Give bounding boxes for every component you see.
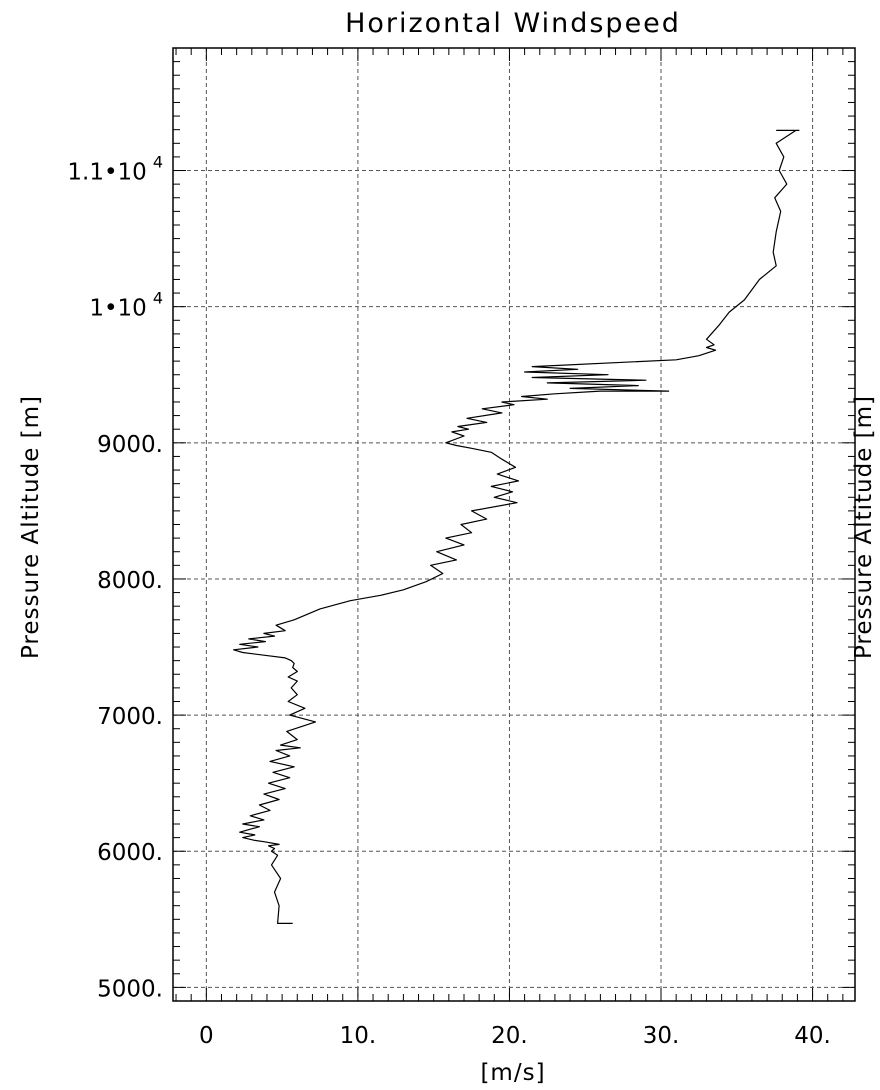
y-tick-label-base: 9000. [97,432,163,458]
y-tick-label-base: 5000. [97,976,163,1002]
tick-marks [173,47,855,1002]
series-layer [233,129,800,925]
x-tick-label: 40. [794,1023,831,1049]
windspeed-series-line [233,129,800,925]
y-tick-label: 7000. [97,704,163,730]
x-tick-label: 0 [199,1023,214,1049]
plot-frame [172,47,856,1002]
grid-lines [173,48,855,1001]
y-tick-label: 8000. [97,568,163,594]
y-axis-label-right: Pressure Altitude [m] [851,395,877,659]
x-tick-label: 30. [643,1023,680,1049]
y-tick-label-base: 1.1•10 [67,160,146,186]
chart-title: Horizontal Windspeed [345,8,681,39]
y-tick-label: 1•10 4 [89,289,163,322]
y-tick-label-base: 6000. [97,840,163,866]
x-tick-label: 20. [491,1023,528,1049]
y-tick-label: 6000. [97,840,163,866]
y-tick-label: 5000. [97,976,163,1002]
y-tick-label-exponent: 4 [153,289,163,308]
y-tick-label: 1.1•10 4 [67,153,163,186]
y-tick-label-base: 8000. [97,568,163,594]
y-tick-label-base: 7000. [97,704,163,730]
y-tick-label-base: 1•10 [89,296,146,322]
x-tick-label: 10. [340,1023,377,1049]
y-tick-label: 9000. [97,432,163,458]
y-tick-label-exponent: 4 [153,153,163,172]
x-axis-label: [m/s] [480,1060,545,1086]
tick-labels: 0 10. 20. 30. 40. 5000. 6000. 7000. 8000. 9000. 1•… [67,153,830,1049]
y-axis-label: Pressure Altitude [m] [18,395,44,659]
